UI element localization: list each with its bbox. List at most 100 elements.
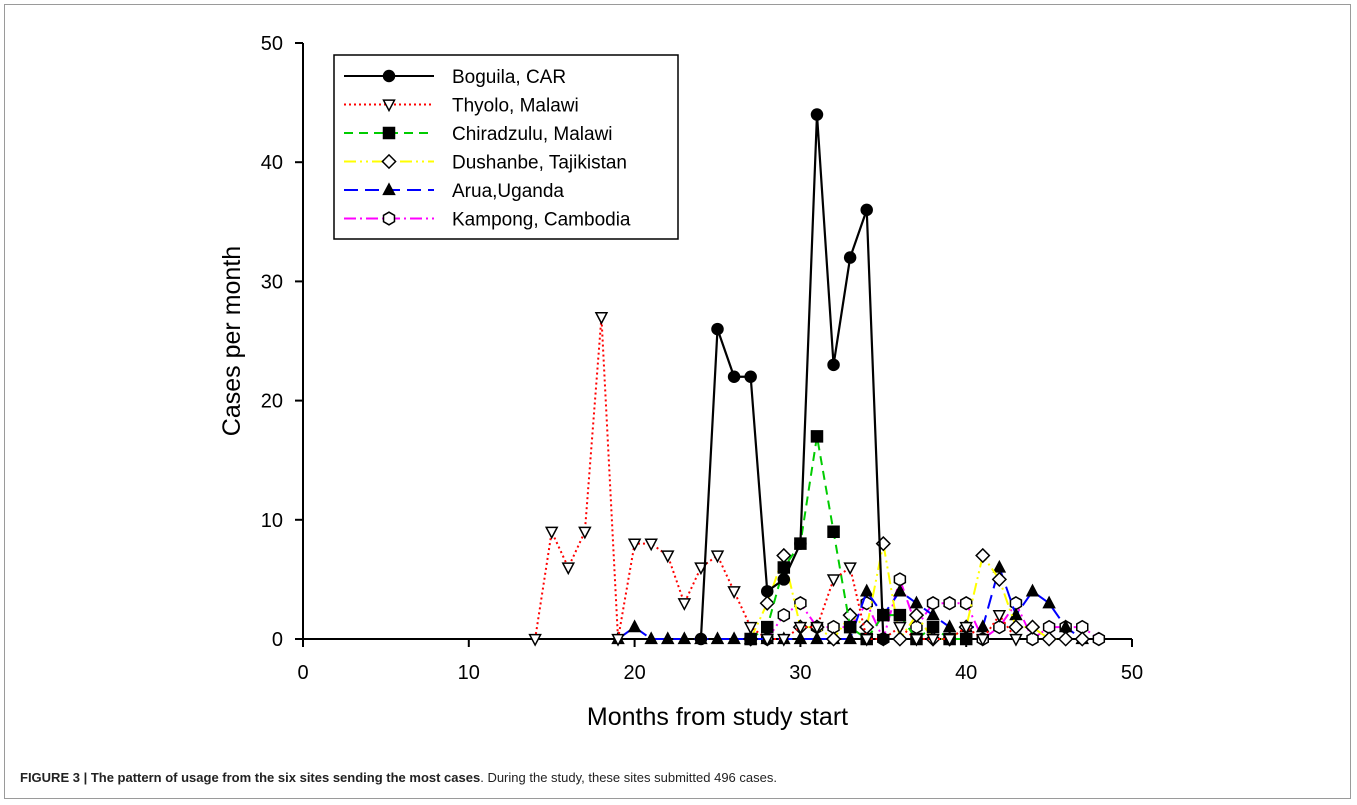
data-point <box>1025 583 1040 597</box>
data-point <box>843 562 857 576</box>
legend-entry: Chiradzulu, Malawi <box>344 124 613 145</box>
data-point <box>744 370 757 384</box>
data-point <box>859 633 874 647</box>
data-point <box>382 99 396 113</box>
y-tick-label: 50 <box>261 33 283 55</box>
data-point <box>810 108 824 121</box>
data-point <box>826 574 841 588</box>
data-point <box>777 607 791 623</box>
data-point <box>727 586 741 599</box>
data-point <box>991 571 1008 588</box>
data-point <box>710 550 725 564</box>
data-point <box>793 621 808 635</box>
data-point <box>975 547 991 564</box>
y-tick-label: 20 <box>261 391 283 413</box>
figure-frame <box>4 4 1351 799</box>
data-point <box>1074 631 1090 647</box>
data-point <box>561 562 576 576</box>
data-point <box>893 583 907 597</box>
data-point <box>627 619 642 633</box>
caption-text: . During the study, these sites submitte… <box>480 770 777 785</box>
data-point <box>382 126 396 140</box>
data-point <box>959 621 973 635</box>
data-point <box>843 631 857 645</box>
legend-label: Chiradzulu, Malawi <box>452 124 613 145</box>
data-point <box>777 633 791 647</box>
data-point <box>382 182 396 196</box>
data-point <box>992 610 1007 623</box>
data-point <box>942 619 957 633</box>
data-point <box>382 211 396 226</box>
data-point <box>992 559 1007 573</box>
x-tick-label: 20 <box>623 662 645 684</box>
data-point <box>528 633 542 647</box>
data-point <box>710 631 725 645</box>
data-point <box>544 526 559 540</box>
line-chart: 0 10 20 30 40 50 0 10 20 30 40 50 Months from study … <box>218 33 1143 731</box>
data-point <box>827 525 840 538</box>
data-point <box>382 69 396 83</box>
data-point <box>611 633 625 647</box>
data-point <box>627 538 642 552</box>
data-point <box>759 595 775 611</box>
data-point <box>827 358 840 372</box>
data-point <box>578 526 592 540</box>
data-point <box>859 583 874 597</box>
data-point <box>843 251 857 264</box>
data-point <box>943 596 956 611</box>
data-point <box>959 632 973 646</box>
data-point <box>810 631 824 645</box>
data-point <box>942 633 957 647</box>
data-point <box>976 633 990 647</box>
y-tick-label: 10 <box>261 510 283 532</box>
data-point <box>1092 631 1106 647</box>
y-axis-title: Cases per month <box>218 246 246 436</box>
caption-title: The pattern of usage from the six sites … <box>90 770 481 785</box>
legend-label: Arua,Uganda <box>452 181 564 202</box>
data-point <box>1026 631 1039 647</box>
x-axis-title: Months from study start <box>587 703 848 731</box>
data-point <box>893 621 907 635</box>
y-tick-label: 40 <box>261 152 283 174</box>
data-point <box>825 631 842 647</box>
data-point <box>810 430 824 443</box>
legend-entry: Arua,Uganda <box>344 181 564 202</box>
data-point <box>877 632 890 646</box>
data-point <box>908 607 925 623</box>
data-point <box>926 607 940 621</box>
data-point <box>1009 633 1023 647</box>
data-point <box>926 620 940 634</box>
data-point <box>711 322 724 336</box>
legend-entry: Kampong, Cambodia <box>344 210 631 231</box>
series-group <box>694 108 890 646</box>
data-point <box>1058 631 1074 647</box>
data-point <box>644 631 658 645</box>
data-point <box>909 595 924 609</box>
data-point <box>777 573 791 586</box>
y-tick-label: 30 <box>261 271 283 293</box>
data-point <box>810 621 824 635</box>
x-tick-label: 10 <box>458 662 480 684</box>
legend-label: Boguila, CAR <box>452 67 566 88</box>
data-point <box>843 620 857 634</box>
data-point <box>760 633 774 647</box>
data-point <box>1041 631 1057 647</box>
data-point <box>959 596 973 611</box>
data-point <box>677 598 692 611</box>
legend-label: Thyolo, Malawi <box>452 96 579 117</box>
data-point <box>677 631 692 645</box>
data-point <box>727 370 741 384</box>
data-point <box>794 537 807 550</box>
legend-label: Dushanbe, Tajikistan <box>452 153 627 174</box>
y-tick-label: 0 <box>272 629 283 651</box>
data-point <box>892 631 908 647</box>
legend-label: Kampong, Cambodia <box>452 210 631 231</box>
data-point <box>661 550 675 564</box>
data-point <box>793 631 808 645</box>
legend-entry: Boguila, CAR <box>344 67 566 88</box>
x-tick-label: 0 <box>297 662 308 684</box>
series-line <box>534 317 1017 641</box>
x-tick-label: 30 <box>789 662 811 684</box>
data-point <box>909 633 924 647</box>
legend-box <box>333 54 679 240</box>
